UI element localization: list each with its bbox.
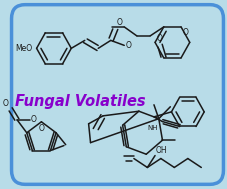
Text: O: O bbox=[125, 41, 131, 50]
Text: Fungal Volatiles: Fungal Volatiles bbox=[15, 94, 145, 108]
Text: O: O bbox=[38, 124, 44, 133]
FancyBboxPatch shape bbox=[12, 5, 222, 184]
Text: O: O bbox=[30, 115, 36, 124]
Text: O: O bbox=[156, 34, 162, 43]
Text: OH: OH bbox=[155, 146, 167, 155]
Text: O: O bbox=[182, 28, 188, 37]
Text: O: O bbox=[116, 18, 122, 26]
Text: MeO: MeO bbox=[15, 44, 33, 53]
Text: O: O bbox=[2, 99, 8, 108]
Text: NH: NH bbox=[146, 125, 157, 131]
